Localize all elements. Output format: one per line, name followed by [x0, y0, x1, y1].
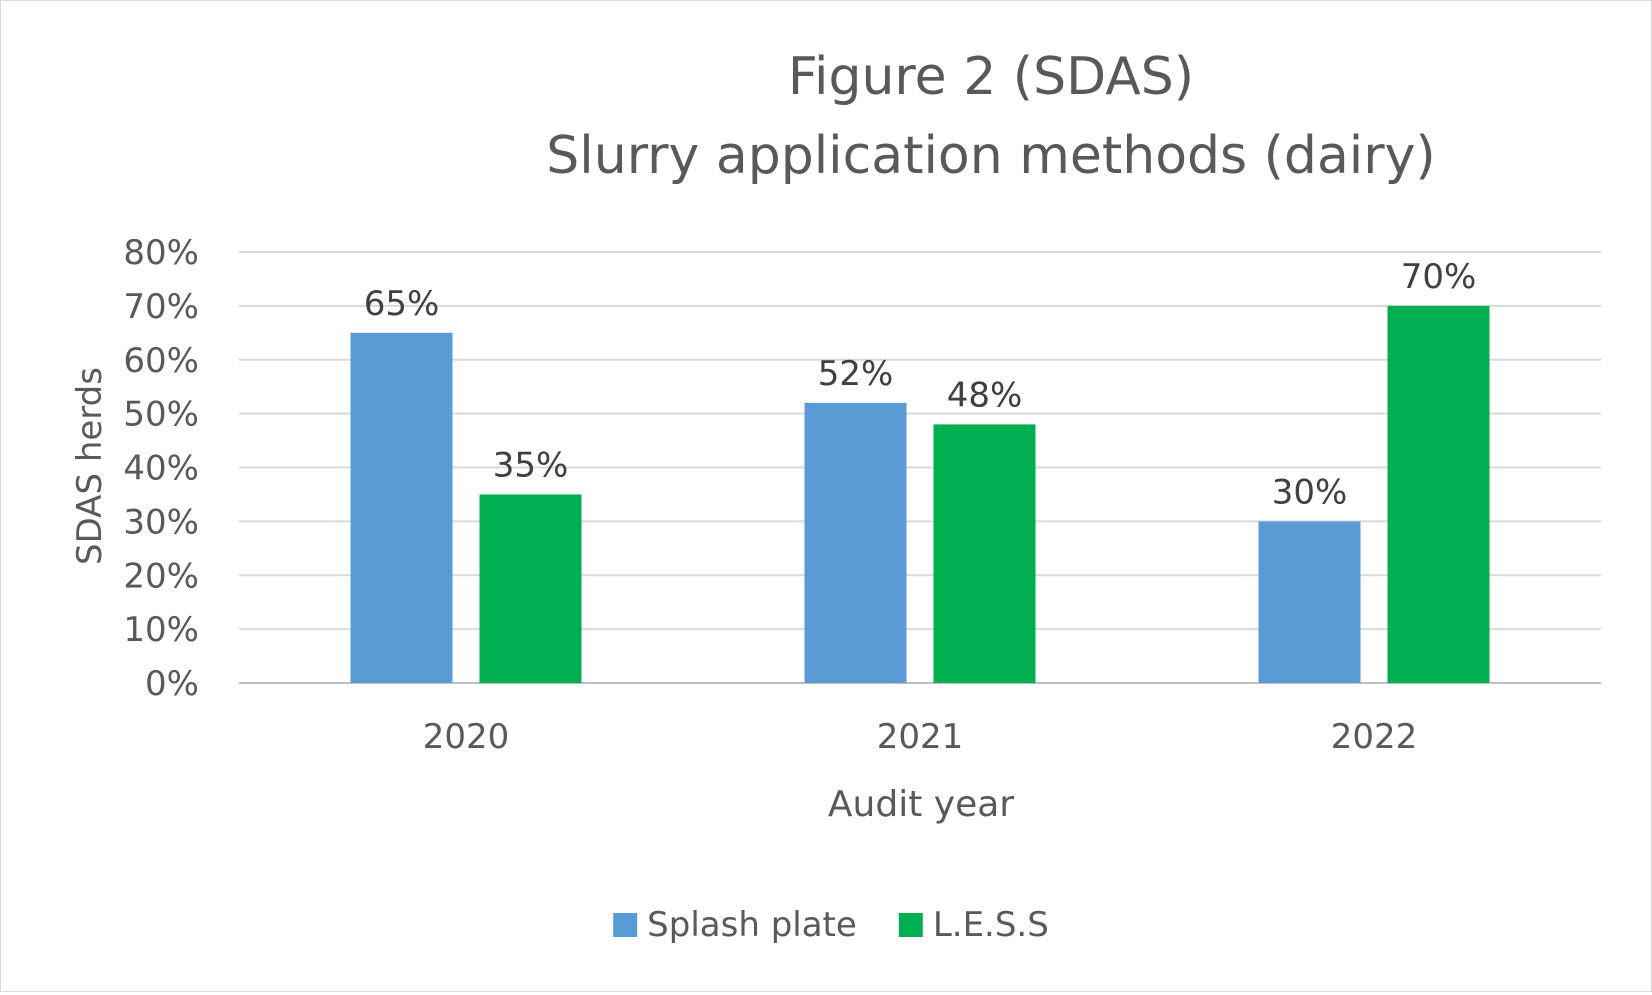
y-tick-label: 40%	[123, 449, 199, 489]
x-tick-label: 2022	[1331, 717, 1418, 757]
data-label: 30%	[1272, 472, 1348, 512]
data-labels: 65% 35% 52% 48% 30% 70%	[364, 257, 1477, 513]
data-label: 52%	[818, 354, 894, 394]
bars	[350, 305, 1490, 683]
legend-item-l-e-s-s: L.E.S.S	[898, 905, 1049, 945]
y-axis-tick-labels: 0% 10% 20% 30% 40% 50% 60% 70% 80%	[123, 233, 199, 704]
chart-title-line-2: Slurry application methods (dairy)	[546, 126, 1435, 186]
y-tick-label: 70%	[123, 287, 199, 327]
y-tick-label: 30%	[123, 502, 199, 542]
x-axis-label: Audit year	[828, 784, 1014, 825]
bar-splash-plate-2020	[350, 332, 453, 683]
bar-l-e-s-s-2020	[479, 494, 582, 683]
legend: Splash plate L.E.S.S	[613, 905, 1049, 945]
x-tick-label: 2021	[877, 717, 964, 757]
bar-l-e-s-s-2022	[1387, 305, 1490, 683]
legend-item-splash-plate: Splash plate	[613, 905, 857, 945]
bar-l-e-s-s-2021	[933, 424, 1036, 683]
legend-label: Splash plate	[647, 905, 857, 945]
data-label: 35%	[493, 445, 569, 485]
y-axis-label: SDAS herds	[70, 367, 110, 565]
chart-title: Figure 2 (SDAS) Slurry application metho…	[546, 47, 1435, 186]
x-tick-label: 2020	[423, 717, 510, 757]
data-label: 48%	[947, 375, 1023, 415]
y-tick-label: 20%	[123, 556, 199, 596]
bar-splash-plate-2022	[1258, 521, 1361, 683]
x-axis-tick-labels: 2020 2021 2022	[423, 717, 1418, 757]
y-tick-label: 50%	[123, 395, 199, 435]
gridlines	[239, 251, 1601, 684]
bar-splash-plate-2021	[804, 402, 907, 683]
data-label: 70%	[1401, 257, 1477, 297]
y-tick-label: 80%	[123, 233, 199, 273]
y-tick-label: 60%	[123, 341, 199, 381]
legend-swatch	[613, 913, 638, 937]
data-label: 65%	[364, 284, 440, 324]
chart-title-line-1: Figure 2 (SDAS)	[788, 47, 1194, 107]
legend-swatch	[898, 913, 923, 937]
y-tick-label: 0%	[145, 664, 199, 704]
y-tick-label: 10%	[123, 610, 199, 650]
legend-label: L.E.S.S	[933, 905, 1049, 945]
